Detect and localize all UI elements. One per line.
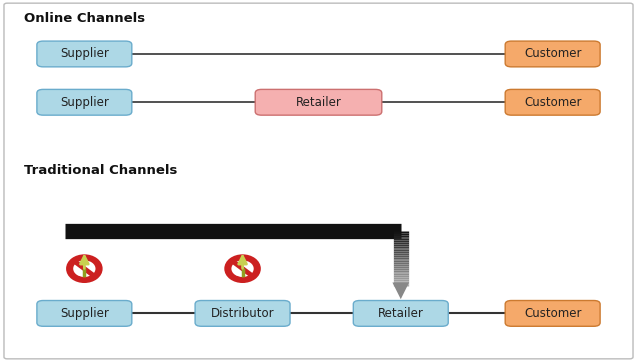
FancyBboxPatch shape [37,300,132,326]
Text: Customer: Customer [524,47,582,60]
FancyBboxPatch shape [255,89,382,115]
Text: Retailer: Retailer [378,307,424,320]
Text: Retailer: Retailer [296,96,341,109]
FancyBboxPatch shape [4,3,633,359]
FancyBboxPatch shape [354,300,448,326]
FancyBboxPatch shape [37,89,132,115]
FancyBboxPatch shape [505,89,600,115]
FancyBboxPatch shape [505,300,600,326]
Text: Supplier: Supplier [60,47,109,60]
Text: Customer: Customer [524,96,582,109]
FancyBboxPatch shape [195,300,290,326]
Ellipse shape [231,260,254,277]
Ellipse shape [227,257,258,280]
Text: Distributor: Distributor [211,307,275,320]
Ellipse shape [73,260,96,277]
Text: Supplier: Supplier [60,96,109,109]
Text: Traditional Channels: Traditional Channels [24,164,178,177]
FancyBboxPatch shape [37,41,132,67]
Text: Supplier: Supplier [60,307,109,320]
Text: Online Channels: Online Channels [24,12,145,25]
Ellipse shape [69,257,100,280]
FancyBboxPatch shape [505,41,600,67]
Text: Customer: Customer [524,307,582,320]
